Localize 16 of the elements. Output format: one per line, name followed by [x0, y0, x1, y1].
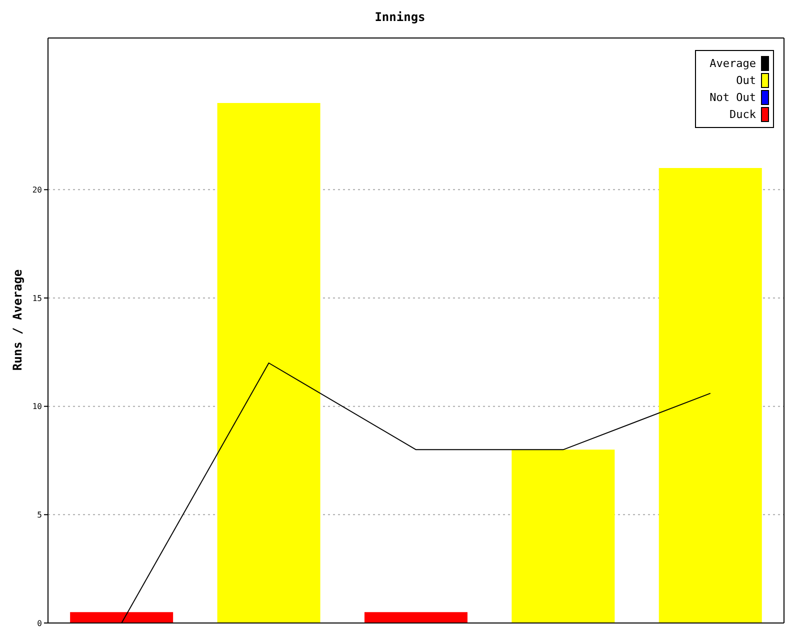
- chart-title: Innings: [374, 10, 426, 24]
- legend-label: Average: [710, 57, 756, 70]
- legend-label: Out: [736, 74, 756, 87]
- bar: [658, 168, 762, 623]
- legend-label: Duck: [730, 108, 756, 121]
- y-tick-label: 10: [32, 402, 42, 412]
- y-tick-label: 20: [32, 186, 42, 195]
- bar: [70, 612, 174, 623]
- y-tick-label: 0: [37, 618, 42, 628]
- y-tick-label: 15: [32, 294, 42, 303]
- bar: [364, 612, 468, 623]
- legend-label: Not Out: [710, 91, 756, 104]
- bar: [512, 450, 615, 623]
- y-axis-title: Runs / Average: [11, 269, 25, 371]
- y-tick-label: 5: [37, 510, 42, 520]
- bar: [217, 103, 320, 623]
